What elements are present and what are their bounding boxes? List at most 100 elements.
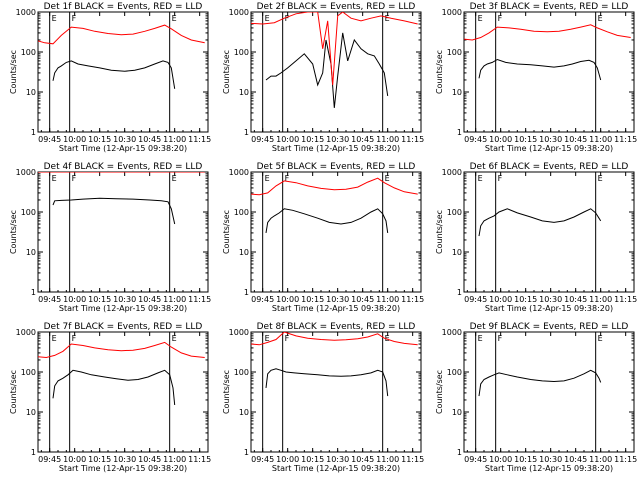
series-line-events — [478, 208, 602, 237]
y-tick-label: 10 — [452, 248, 462, 257]
marker-label: E — [478, 174, 483, 183]
panel-3: Det 3f BLACK = Events, RED = LLD 1 10 100 10… — [435, 2, 637, 153]
marker-label: F — [285, 334, 290, 343]
y-tick-label: 100 — [21, 208, 36, 217]
x-tick-label: 11:00 — [589, 295, 612, 304]
x-tick-label: 10:30 — [326, 135, 349, 144]
x-tick-label: 10:30 — [539, 455, 562, 464]
y-tick-label: 1 — [457, 288, 462, 297]
plot-frame — [463, 11, 635, 133]
panel-title: Det 3f BLACK = Events, RED = LLD — [470, 2, 629, 12]
x-tick-label: 11:00 — [376, 295, 399, 304]
y-tick-label: 100 — [447, 48, 462, 57]
x-axis-label: Start Time (12-Apr-15 09:38:20) — [59, 304, 187, 313]
x-tick-label: 10:45 — [564, 295, 587, 304]
marker-label: E — [478, 334, 483, 343]
x-axis-label: Start Time (12-Apr-15 09:38:20) — [485, 304, 613, 313]
marker-label: F — [498, 14, 503, 23]
x-axis-label: Start Time (12-Apr-15 09:38:20) — [272, 144, 400, 153]
x-tick-label: 10:00 — [276, 135, 299, 144]
x-tick-label: 10:00 — [63, 135, 86, 144]
y-tick-label: 1 — [244, 128, 249, 137]
marker-label: E — [385, 334, 390, 343]
x-tick-label: 10:45 — [351, 295, 374, 304]
y-tick-label: 10 — [26, 248, 36, 257]
series-line-events — [478, 369, 602, 397]
y-tick-label: 1 — [31, 448, 36, 457]
marker-label: E — [52, 14, 57, 23]
y-tick-label: 1 — [244, 288, 249, 297]
panel-7: Det 7f BLACK = Events, RED = LLD 1 10 100 10… — [9, 322, 211, 473]
x-tick-label: 10:15 — [88, 455, 111, 464]
series-line-lld — [38, 341, 205, 359]
x-tick-label: 10:45 — [138, 295, 161, 304]
marker-label: E — [598, 14, 603, 23]
panel-5: Det 5f BLACK = Events, RED = LLD 1 10 100 10… — [222, 162, 424, 313]
marker-label: F — [285, 14, 290, 23]
y-axis-label: Counts/sec — [435, 50, 444, 94]
plot-frame — [463, 331, 635, 453]
series-line-lld — [38, 24, 205, 45]
x-tick-label: 11:15 — [614, 295, 637, 304]
x-axis-label: Start Time (12-Apr-15 09:38:20) — [59, 144, 187, 153]
series-line-events — [52, 60, 176, 89]
marker-label: F — [285, 174, 290, 183]
x-tick-label: 10:30 — [326, 455, 349, 464]
x-tick-label: 11:15 — [401, 135, 424, 144]
y-tick-label: 100 — [447, 208, 462, 217]
series-line-lld — [251, 12, 418, 86]
panel-8: Det 8f BLACK = Events, RED = LLD 1 10 100 10… — [222, 322, 424, 473]
y-tick-label: 1000 — [229, 328, 249, 337]
x-tick-label: 09:45 — [464, 135, 487, 144]
x-tick-label: 10:00 — [276, 455, 299, 464]
x-axis-label: Start Time (12-Apr-15 09:38:20) — [59, 464, 187, 473]
x-tick-label: 10:30 — [113, 455, 136, 464]
y-tick-label: 1 — [244, 448, 249, 457]
y-axis-label: Counts/sec — [222, 370, 231, 414]
marker-label: E — [52, 334, 57, 343]
marker-label: F — [72, 334, 77, 343]
marker-label: E — [265, 174, 270, 183]
plot-frame — [37, 11, 209, 133]
y-tick-label: 1000 — [16, 8, 36, 17]
y-tick-label: 1000 — [229, 168, 249, 177]
y-tick-label: 100 — [234, 48, 249, 57]
x-tick-label: 09:45 — [38, 455, 61, 464]
x-tick-label: 10:30 — [539, 295, 562, 304]
series-line-lld — [464, 24, 631, 41]
x-tick-label: 10:00 — [63, 455, 86, 464]
plot-frame — [37, 331, 209, 453]
marker-label: E — [265, 14, 270, 23]
series-line-events — [265, 368, 389, 397]
marker-label: E — [598, 334, 603, 343]
y-tick-label: 1 — [457, 448, 462, 457]
marker-label: E — [52, 174, 57, 183]
y-tick-label: 1000 — [16, 328, 36, 337]
x-tick-label: 10:45 — [138, 455, 161, 464]
x-tick-label: 10:15 — [514, 295, 537, 304]
series-line-events — [265, 208, 389, 233]
y-axis-label: Counts/sec — [9, 210, 18, 254]
x-tick-label: 11:15 — [614, 135, 637, 144]
x-tick-label: 10:30 — [539, 135, 562, 144]
x-tick-label: 09:45 — [464, 295, 487, 304]
x-tick-label: 10:15 — [514, 135, 537, 144]
x-tick-label: 09:45 — [38, 295, 61, 304]
y-tick-label: 1000 — [442, 328, 462, 337]
marker-label: E — [478, 14, 483, 23]
x-tick-label: 10:00 — [489, 135, 512, 144]
y-tick-label: 10 — [452, 408, 462, 417]
marker-label: F — [498, 334, 503, 343]
y-tick-label: 100 — [234, 208, 249, 217]
panel-9: Det 9f BLACK = Events, RED = LLD 1 10 100 10… — [435, 322, 637, 473]
x-tick-label: 11:15 — [614, 455, 637, 464]
x-axis-label: Start Time (12-Apr-15 09:38:20) — [485, 464, 613, 473]
series-line-lld — [251, 332, 418, 346]
x-tick-label: 11:00 — [376, 455, 399, 464]
x-tick-label: 10:15 — [301, 455, 324, 464]
y-tick-label: 100 — [447, 368, 462, 377]
x-tick-label: 09:45 — [38, 135, 61, 144]
marker-label: E — [385, 174, 390, 183]
panel-title: Det 8f BLACK = Events, RED = LLD — [257, 322, 416, 332]
x-tick-label: 11:15 — [188, 135, 211, 144]
